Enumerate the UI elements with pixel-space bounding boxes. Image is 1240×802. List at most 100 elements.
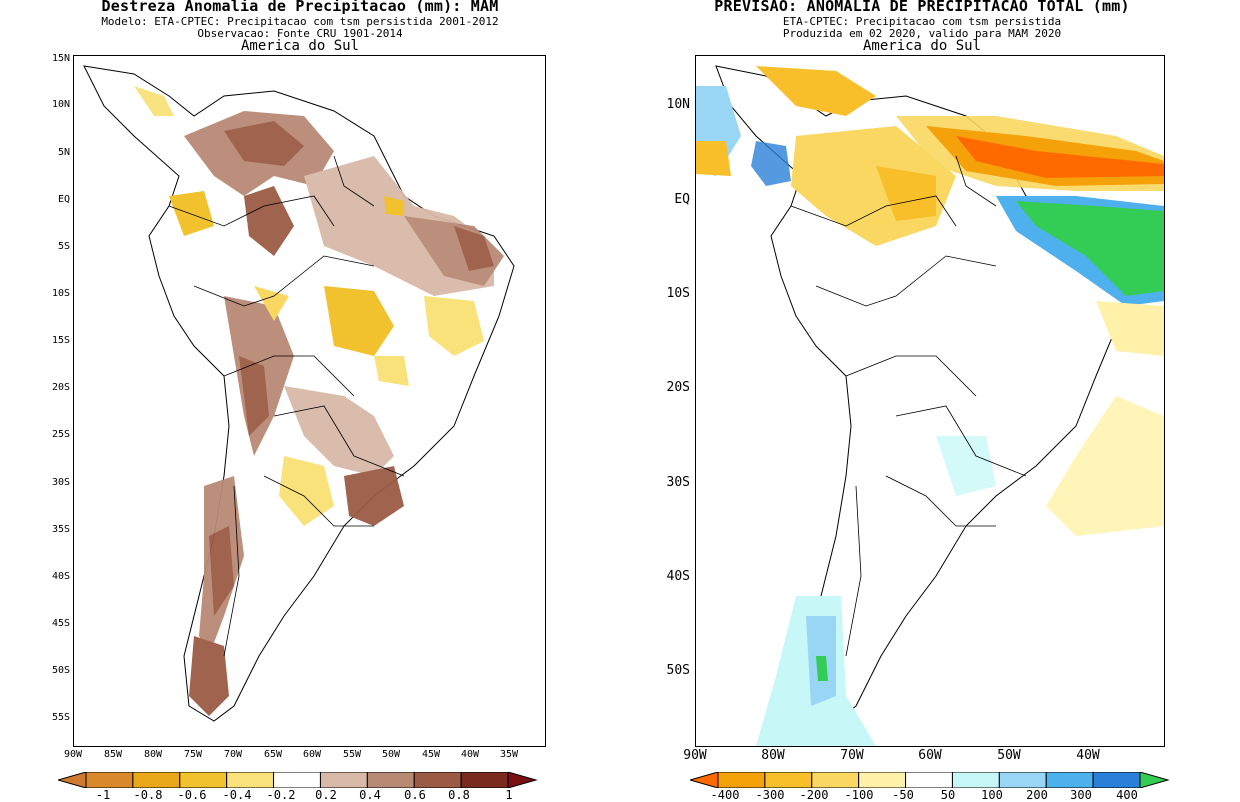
left-region-label: America do Sul — [240, 38, 359, 54]
left-lat-label: 25S — [51, 429, 70, 440]
right-lat-label: EQ — [674, 192, 690, 207]
left-colorbar-box — [319, 772, 368, 788]
right-lon-label: 80W — [761, 748, 785, 763]
left-lon-label: 70W — [223, 749, 243, 760]
left-title: Destreza Anomalia de Precipitacao (mm): … — [101, 0, 499, 15]
right-anomaly-field — [696, 66, 1164, 746]
left-colorbar-box — [460, 772, 509, 788]
right-colorbar-box — [717, 772, 766, 788]
left-lat-label: 15S — [51, 335, 70, 346]
right-cb-label: -50 — [892, 788, 914, 802]
right-lon-label: 40W — [1076, 748, 1100, 763]
left-colorbar-box — [413, 772, 462, 788]
right-lat-label: 30S — [666, 475, 690, 490]
left-colorbar-box — [273, 772, 321, 788]
right-colorbar-box — [951, 772, 1000, 788]
left-lat-label: 5S — [57, 241, 70, 252]
right-cb-label: -200 — [799, 788, 829, 802]
right-country-borders — [790, 155, 1027, 657]
left-cb-label: -0.4 — [222, 788, 252, 802]
left-colorbar-under — [58, 772, 87, 788]
right-lon-label: 90W — [683, 748, 707, 763]
left-lat-label: 45S — [51, 618, 70, 629]
right-cb-label: 400 — [1116, 788, 1138, 802]
right-cb-label: -400 — [710, 788, 740, 802]
left-lat-label: 20S — [51, 382, 70, 393]
left-lon-label: 90W — [63, 749, 83, 760]
right-colorbar-box — [811, 772, 860, 788]
left-cb-label: 0.8 — [448, 788, 470, 802]
right-colorbar-box — [764, 772, 813, 788]
left-cb-label: -0.8 — [133, 788, 163, 802]
right-lon-label: 70W — [840, 748, 864, 763]
right-map-panel: PREVISAO: ANOMALIA DE PRECIPITACAO TOTAL… — [620, 0, 1240, 802]
right-map-svg — [696, 65, 1164, 746]
left-colorbar-box — [85, 772, 134, 788]
left-lon-label: 45W — [421, 749, 441, 760]
left-lat-label: 10S — [51, 288, 70, 299]
right-colorbar-over — [1139, 772, 1170, 788]
right-map-frame — [695, 55, 1165, 747]
right-lat-label: 20S — [666, 380, 690, 395]
left-colorbar-box — [132, 772, 181, 788]
left-cb-label: 0.2 — [315, 788, 337, 802]
left-cb-label: 1 — [505, 788, 513, 802]
left-lat-label: 15N — [51, 53, 70, 64]
left-lat-label: EQ — [57, 194, 70, 205]
right-cb-label: -300 — [755, 788, 785, 802]
right-cb-label: 200 — [1026, 788, 1048, 802]
left-lon-label: 35W — [499, 749, 519, 760]
right-lat-label: 10S — [666, 286, 690, 301]
left-colorbar-box — [366, 772, 415, 788]
left-lon-label: 75W — [183, 749, 203, 760]
right-colorbar-under — [690, 772, 719, 788]
left-map-panel: Destreza Anomalia de Precipitacao (mm): … — [51, 0, 546, 802]
left-lat-label: 40S — [51, 571, 70, 582]
right-colorbar-box — [998, 772, 1047, 788]
left-colorbar-box — [226, 772, 275, 788]
left-lat-label: 50S — [51, 665, 70, 676]
left-country-borders — [168, 155, 405, 657]
left-colorbar — [58, 772, 538, 788]
left-lat-label: 10N — [51, 99, 70, 110]
left-cb-label: -1 — [95, 788, 111, 802]
left-lon-label: 85W — [103, 749, 123, 760]
left-map-frame — [73, 55, 546, 747]
right-subtitle-model: ETA-CPTEC: Precipitacao com tsm persisti… — [782, 15, 1062, 28]
left-lat-label: 30S — [51, 477, 70, 488]
left-lon-label: 60W — [302, 749, 322, 760]
left-lon-label: 80W — [143, 749, 163, 760]
left-cb-label: 0.6 — [404, 788, 426, 802]
left-lat-label: 55S — [51, 712, 70, 723]
right-colorbar-box — [1092, 772, 1141, 788]
right-cb-label: 100 — [981, 788, 1003, 802]
right-cb-label: 300 — [1070, 788, 1092, 802]
left-subtitle-model: Modelo: ETA-CPTEC: Precipitacao com tsm … — [101, 15, 499, 28]
left-cb-label: 0.4 — [359, 788, 381, 802]
left-lon-label: 40W — [460, 749, 480, 760]
left-lon-label: 65W — [263, 749, 283, 760]
right-cb-label: -100 — [844, 788, 874, 802]
right-cb-label: 50 — [940, 788, 956, 802]
right-lat-label: 40S — [666, 569, 690, 584]
right-lat-label: 50S — [666, 663, 690, 678]
left-colorbar-box — [179, 772, 228, 788]
left-lat-label: 5N — [57, 147, 70, 158]
left-negative-skill-patches — [169, 191, 484, 526]
right-lon-label: 60W — [918, 748, 942, 763]
right-subtitle-date: Produzida em 02 2020, valido para MAM 20… — [782, 27, 1062, 40]
left-lon-label: 50W — [381, 749, 401, 760]
left-map-svg — [83, 65, 515, 722]
left-subtitle-observation: Observacao: Fonte CRU 1901-2014 — [197, 27, 403, 40]
right-region-label: America do Sul — [862, 38, 981, 54]
right-lat-label: 10N — [666, 97, 690, 112]
right-lon-label: 50W — [997, 748, 1021, 763]
right-colorbar-box — [858, 772, 907, 788]
left-lon-label: 55W — [342, 749, 362, 760]
left-lat-label: 35S — [51, 524, 70, 535]
left-colorbar-over — [507, 772, 538, 788]
right-colorbar — [690, 772, 1170, 788]
right-colorbar-box — [905, 772, 953, 788]
left-cb-label: -0.6 — [177, 788, 207, 802]
left-cb-label: -0.2 — [266, 788, 296, 802]
